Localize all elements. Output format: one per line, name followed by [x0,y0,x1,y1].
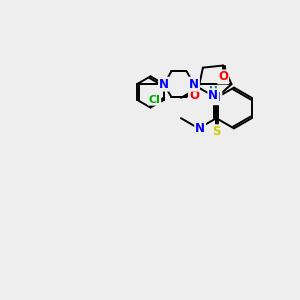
Text: N: N [211,91,221,104]
Text: Cl: Cl [148,95,160,105]
Text: N: N [208,89,218,102]
Text: N: N [189,78,199,91]
Text: N: N [159,78,169,91]
Text: H: H [209,86,218,96]
Text: N: N [195,122,205,135]
Text: S: S [212,125,220,138]
Text: O: O [189,89,199,102]
Text: O: O [218,70,228,83]
